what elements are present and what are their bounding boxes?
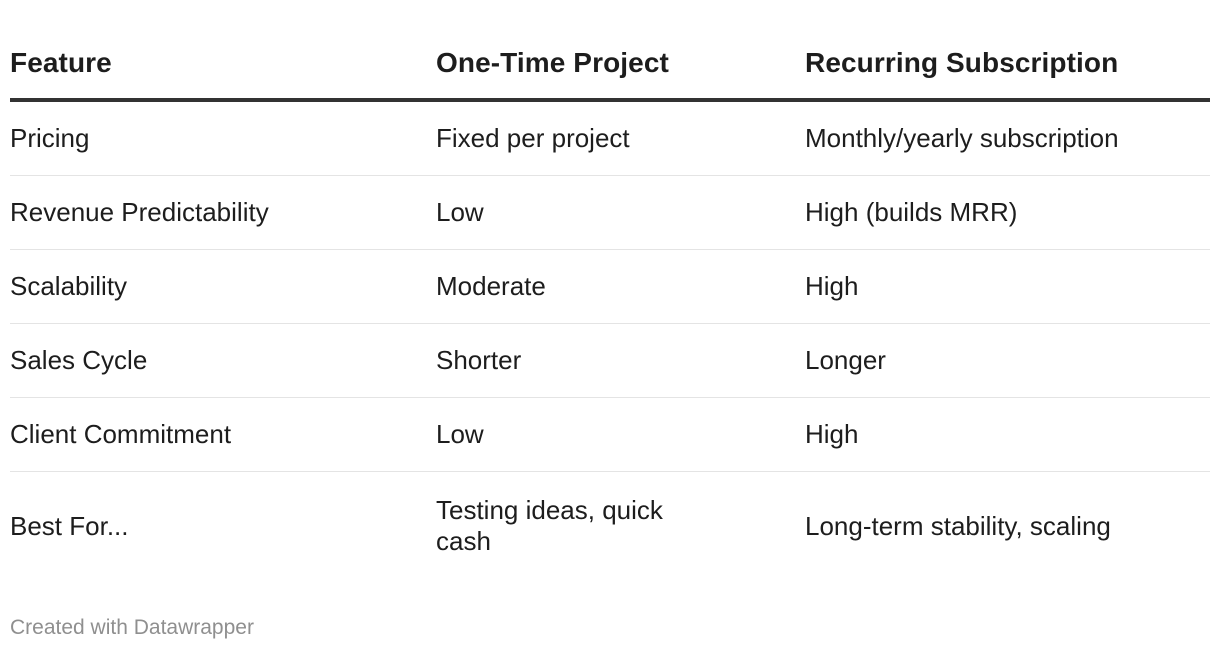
subscription-cell-text: Long-term stability, scaling: [805, 510, 1111, 541]
table-row: Best For... Testing ideas, quick cash Lo…: [10, 472, 1210, 581]
feature-cell: Sales Cycle: [10, 323, 436, 398]
comparison-table-container: Feature One-Time Project Recurring Subsc…: [10, 28, 1210, 580]
column-header-recurring-subscription: Recurring Subscription: [805, 28, 1210, 102]
feature-cell: Client Commitment: [10, 397, 436, 472]
subscription-cell: High (builds MRR): [805, 175, 1210, 250]
feature-cell-text: Client Commitment: [10, 419, 232, 449]
feature-cell-text: Pricing: [10, 123, 90, 153]
feature-cell: Best For...: [10, 472, 436, 581]
subscription-cell: Longer: [805, 323, 1210, 398]
feature-cell-text: Best For...: [10, 510, 129, 541]
datawrapper-credit[interactable]: Created with Datawrapper: [10, 616, 254, 639]
one-time-cell-text: Moderate: [436, 271, 546, 301]
feature-cell-text: Sales Cycle: [10, 345, 148, 375]
one-time-cell-text: Shorter: [436, 345, 522, 375]
table-row: Scalability Moderate High: [10, 249, 1210, 324]
one-time-cell-text: Testing ideas, quick cash: [436, 495, 663, 556]
subscription-cell: High: [805, 249, 1210, 324]
one-time-cell-text: Fixed per project: [436, 123, 630, 153]
subscription-cell-text: Monthly/yearly subscription: [805, 123, 1119, 153]
subscription-cell-text: High: [805, 419, 859, 449]
subscription-cell-text: Longer: [805, 345, 886, 375]
table-row: Client Commitment Low High: [10, 397, 1210, 472]
one-time-cell-text: Low: [436, 197, 484, 227]
comparison-table: Feature One-Time Project Recurring Subsc…: [10, 28, 1210, 580]
subscription-cell-text: High (builds MRR): [805, 197, 1018, 227]
one-time-cell: Moderate: [436, 249, 805, 324]
subscription-cell: Long-term stability, scaling: [805, 472, 1210, 581]
subscription-cell: High: [805, 397, 1210, 472]
subscription-cell-text: High: [805, 271, 859, 301]
one-time-cell: Fixed per project: [436, 100, 805, 176]
one-time-cell-text: Low: [436, 419, 484, 449]
feature-cell: Revenue Predictability: [10, 175, 436, 250]
table-row: Revenue Predictability Low High (builds …: [10, 175, 1210, 250]
table-header-row: Feature One-Time Project Recurring Subsc…: [10, 28, 1210, 102]
one-time-cell: Low: [436, 397, 805, 472]
table-row: Pricing Fixed per project Monthly/yearly…: [10, 100, 1210, 176]
feature-cell-text: Revenue Predictability: [10, 197, 269, 227]
column-header-one-time-project: One-Time Project: [436, 28, 805, 102]
table-row: Sales Cycle Shorter Longer: [10, 323, 1210, 398]
one-time-cell: Low: [436, 175, 805, 250]
subscription-cell: Monthly/yearly subscription: [805, 100, 1210, 176]
feature-cell: Scalability: [10, 249, 436, 324]
feature-cell: Pricing: [10, 100, 436, 176]
feature-cell-text: Scalability: [10, 271, 128, 301]
one-time-cell: Testing ideas, quick cash: [436, 472, 805, 581]
one-time-cell: Shorter: [436, 323, 805, 398]
column-header-feature: Feature: [10, 28, 436, 102]
